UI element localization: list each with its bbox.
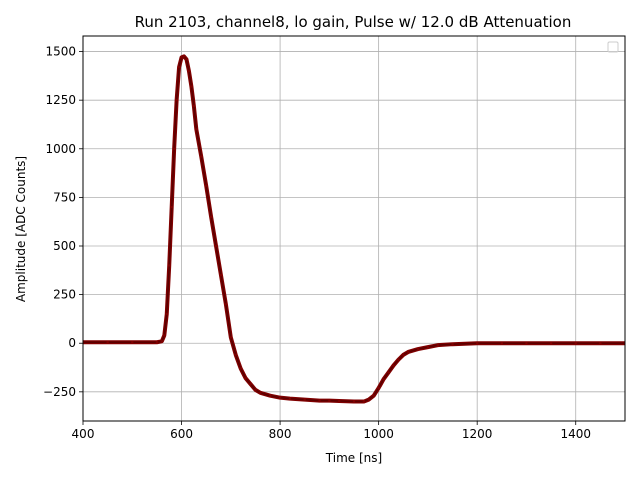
data-point [392, 364, 395, 367]
x-tick-label: 1400 [560, 427, 591, 441]
data-point [475, 342, 479, 345]
data-point [168, 264, 171, 267]
data-point [318, 399, 321, 402]
data-point [402, 353, 405, 357]
y-tick-label: 750 [53, 190, 76, 204]
y-axis: −250 0 250 500 750 1000 1250 1500 [43, 45, 83, 399]
data-point [500, 342, 504, 345]
data-point [269, 394, 272, 397]
data-point [163, 334, 166, 337]
y-tick-label: −250 [43, 385, 76, 399]
x-tick-label: 800 [269, 427, 292, 441]
data-point [239, 367, 242, 370]
data-point [165, 312, 168, 316]
data-point [204, 184, 208, 187]
data-point [219, 273, 223, 277]
data-point [387, 371, 390, 374]
data-point [416, 347, 420, 351]
data-point [190, 85, 193, 88]
data-point [278, 396, 282, 399]
data-point [187, 69, 191, 73]
data-point [259, 391, 262, 395]
data-point [599, 342, 602, 345]
data-point [234, 353, 237, 357]
data-point [214, 244, 218, 248]
x-tick-label: 400 [72, 427, 95, 441]
plot-frame [82, 35, 626, 422]
y-tick-label: 1250 [45, 93, 76, 107]
x-axis-label: Time [ns] [325, 451, 382, 465]
series-group [83, 54, 625, 404]
legend-box [607, 41, 619, 53]
data-point [175, 98, 178, 102]
data-point [172, 147, 176, 150]
data-point [367, 398, 370, 401]
data-point [180, 56, 183, 59]
x-tick-label: 1200 [462, 427, 493, 441]
data-point [436, 343, 439, 347]
data-point [338, 399, 341, 403]
x-axis: 400 600 800 1000 1200 1400 [72, 421, 591, 441]
y-tick-label: 0 [68, 336, 76, 350]
data-point [382, 377, 385, 381]
data-point [372, 394, 375, 397]
data-point [170, 205, 173, 209]
data-point [131, 341, 134, 344]
data-point [574, 342, 577, 345]
data-point [549, 342, 553, 345]
data-point [352, 400, 356, 403]
data-point [177, 65, 181, 69]
data-point [209, 215, 213, 219]
data-point [182, 55, 186, 58]
y-tick-label: 500 [53, 239, 76, 253]
y-tick-label: 1500 [45, 45, 76, 59]
data-point [200, 155, 203, 158]
data-point [362, 400, 366, 403]
data-point [451, 342, 454, 346]
data-point [192, 104, 196, 108]
data-point [303, 398, 306, 401]
data-point [249, 382, 252, 386]
data-point [407, 350, 410, 354]
y-tick-label: 250 [53, 288, 76, 302]
data-point [525, 342, 528, 345]
data-point [185, 58, 188, 61]
data-point [254, 388, 257, 392]
data-point [160, 340, 164, 343]
data-point [244, 377, 247, 380]
data-point [155, 341, 159, 344]
data-point [288, 397, 292, 400]
y-tick-label: 1000 [45, 142, 76, 156]
data-point [106, 341, 109, 344]
y-axis-label: Amplitude [ADC Counts] [14, 156, 28, 302]
data-point [224, 303, 228, 306]
data-point [328, 399, 331, 402]
x-tick-label: 1000 [363, 427, 394, 441]
data-point [195, 128, 198, 131]
data-point [426, 345, 430, 349]
data-point [377, 386, 380, 390]
x-tick-label: 600 [170, 427, 193, 441]
chart-title: Run 2103, channel8, lo gain, Pulse w/ 12… [135, 13, 572, 31]
plot-area [83, 54, 625, 404]
data-point [397, 358, 400, 361]
data-point [229, 336, 233, 339]
